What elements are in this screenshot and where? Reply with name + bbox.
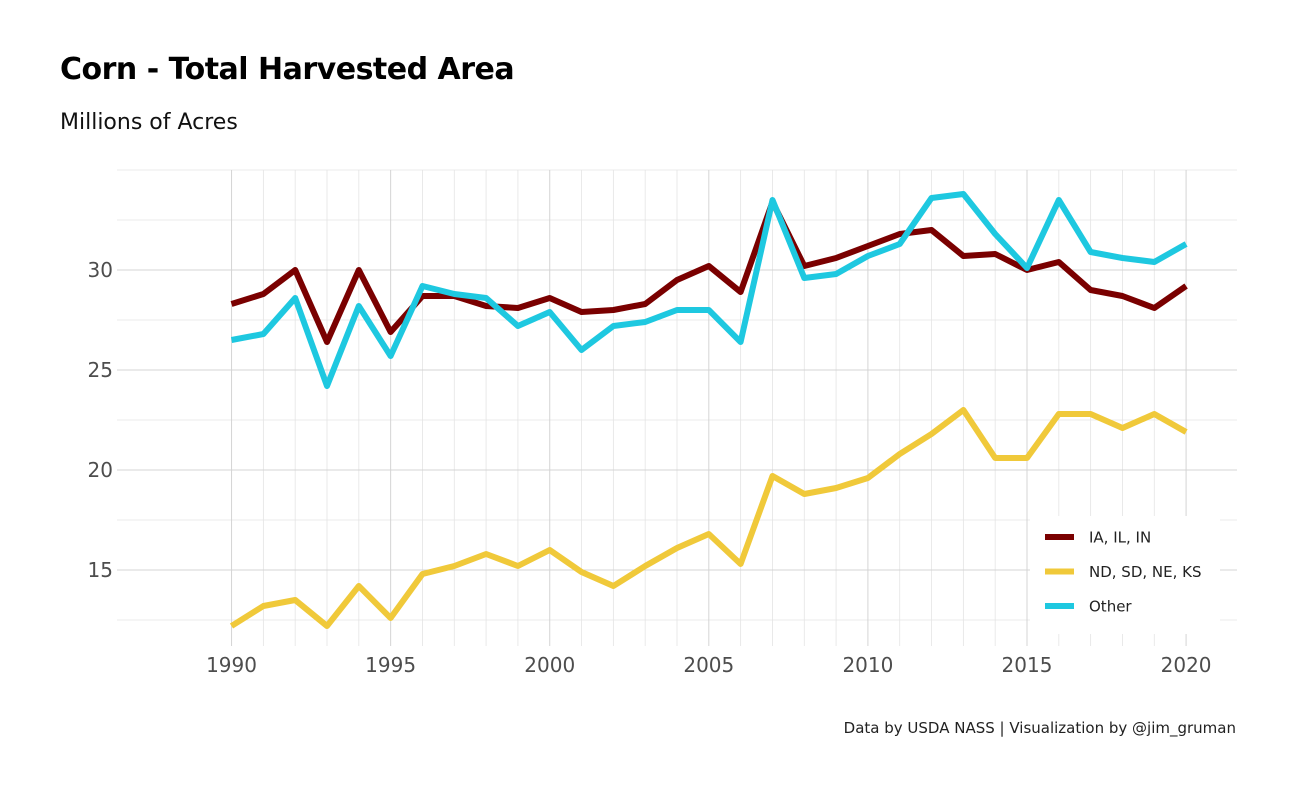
x-tick-label: 2000 <box>524 653 575 677</box>
x-tick-label: 2015 <box>1002 653 1053 677</box>
y-axis: 15 20 25 30 <box>88 258 113 582</box>
x-tick-label: 2020 <box>1161 653 1212 677</box>
x-tick-label: 2010 <box>842 653 893 677</box>
x-axis: 1990 1995 2000 2005 2010 2015 2020 <box>206 653 1211 677</box>
legend: IA, IL, IN ND, SD, NE, KS Other <box>1030 516 1220 634</box>
x-tick-label: 1990 <box>206 653 257 677</box>
chart-caption: Data by USDA NASS | Visualization by @ji… <box>843 719 1236 737</box>
chart-title: Corn - Total Harvested Area <box>60 52 515 87</box>
x-tick-label: 2005 <box>683 653 734 677</box>
series-line-2 <box>229 407 1188 629</box>
y-tick-label: 15 <box>88 558 113 582</box>
chart-subtitle: Millions of Acres <box>60 110 238 135</box>
grid-major <box>117 170 1237 646</box>
x-tick-label: 1995 <box>365 653 416 677</box>
legend-label: ND, SD, NE, KS <box>1089 563 1202 581</box>
y-tick-label: 25 <box>88 358 113 382</box>
y-tick-label: 30 <box>88 258 113 282</box>
legend-label: Other <box>1089 598 1132 616</box>
series-line-3 <box>230 191 1188 389</box>
y-tick-label: 20 <box>88 458 113 482</box>
series-layer <box>229 191 1188 629</box>
legend-label: IA, IL, IN <box>1089 529 1151 547</box>
